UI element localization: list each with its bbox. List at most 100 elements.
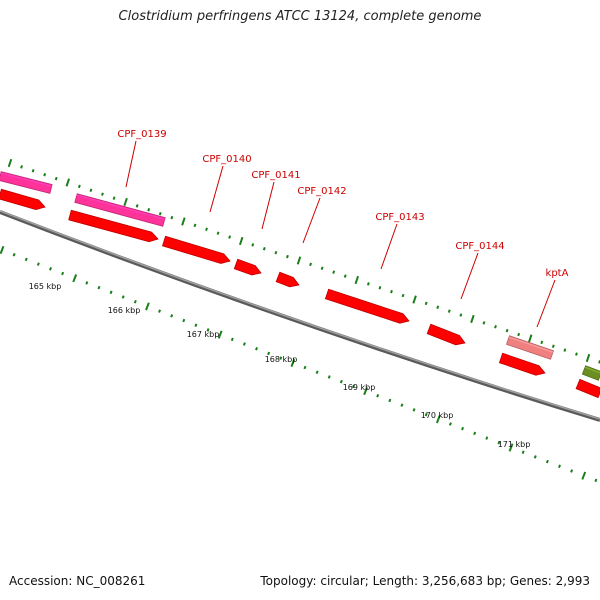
cds-arrow-highlight — [501, 354, 539, 368]
gene-label: CPF_0139 — [117, 129, 166, 140]
kbp-label: 166 kbp — [108, 306, 141, 315]
minor-tick — [147, 208, 151, 212]
minor-tick — [521, 450, 525, 454]
minor-tick — [540, 340, 544, 345]
cds-arrow-highlight — [0, 190, 39, 202]
gene-leader-line — [261, 181, 275, 230]
green-feature — [581, 365, 600, 381]
minor-tick — [482, 321, 486, 325]
gene-leader-line — [536, 279, 556, 328]
kbp-label: 165 kbp — [29, 282, 62, 291]
minor-tick — [352, 384, 355, 389]
major-tick — [470, 314, 475, 324]
minor-tick — [274, 250, 278, 255]
minor-tick — [205, 227, 208, 232]
minor-tick — [339, 379, 343, 384]
major-tick — [412, 295, 417, 304]
minor-tick — [366, 282, 370, 286]
cds-arrow — [324, 288, 410, 324]
minor-tick — [412, 408, 416, 412]
minor-tick — [89, 188, 93, 193]
minor-tick — [343, 274, 347, 278]
major-tick — [585, 353, 591, 363]
cds-arrow — [68, 209, 159, 243]
gene-label: CPF_0143 — [375, 212, 424, 223]
pink-feature — [0, 171, 53, 194]
minor-tick — [494, 325, 497, 329]
minor-tick — [459, 313, 463, 317]
minor-tick — [255, 346, 258, 351]
minor-tick — [112, 196, 116, 200]
minor-tick — [158, 211, 162, 216]
minor-tick — [228, 235, 232, 239]
minor-tick — [303, 365, 307, 370]
minor-tick — [279, 356, 283, 360]
minor-tick — [545, 459, 549, 464]
major-tick — [435, 415, 441, 424]
gene-label: CPF_0140 — [202, 154, 251, 165]
minor-tick — [267, 351, 271, 356]
minor-tick — [109, 290, 113, 295]
cds-arrow — [0, 188, 46, 211]
topology-summary: Topology: circular; Length: 3,256,683 bp… — [260, 574, 590, 588]
kbp-label: 167 kbp — [187, 330, 220, 339]
minor-tick — [36, 262, 40, 266]
minor-tick — [286, 254, 289, 259]
kbp-label: 170 kbp — [421, 411, 454, 420]
minor-tick — [170, 314, 174, 318]
cds-arrow-highlight — [579, 380, 600, 390]
minor-tick — [320, 266, 324, 271]
minor-tick — [558, 464, 561, 469]
pink-feature — [74, 193, 166, 227]
minor-tick — [31, 169, 35, 173]
minor-tick — [424, 412, 428, 417]
minor-tick — [390, 289, 393, 294]
minor-tick — [85, 281, 89, 285]
major-tick — [508, 443, 514, 452]
minor-tick — [327, 375, 331, 379]
minor-tick — [194, 323, 198, 327]
minor-tick — [170, 215, 174, 220]
kptA-feature-highlight — [508, 336, 554, 353]
minor-tick — [158, 309, 162, 313]
gene-label: CPF_0144 — [455, 241, 504, 252]
map-title: Clostridium perfringens ATCC 13124, comp… — [118, 9, 482, 24]
kptA-feature — [505, 335, 555, 360]
gene-leader-line — [209, 165, 224, 213]
kbp-label: 168 kbp — [265, 355, 298, 364]
minor-tick — [551, 344, 555, 348]
minor-tick — [206, 328, 210, 332]
cds-arrow — [275, 271, 300, 288]
minor-tick — [570, 469, 574, 473]
kbp-label-layer: 165 kbp 166 kbp 167 kbp 168 kbp 169 kbp 170 k… — [29, 282, 531, 449]
minor-tick — [182, 318, 186, 323]
minor-tick — [101, 192, 104, 196]
cds-arrow — [233, 258, 262, 276]
pink-feature-highlight — [76, 194, 165, 220]
minor-tick — [24, 257, 28, 262]
minor-tick — [400, 403, 404, 407]
major-tick — [181, 217, 186, 226]
major-tick — [72, 274, 78, 283]
minor-tick — [309, 262, 312, 267]
minor-tick — [401, 293, 405, 298]
minor-tick — [447, 309, 451, 313]
outer-tick-ring — [7, 158, 600, 364]
minor-tick — [332, 270, 336, 274]
minor-tick — [575, 352, 578, 356]
minor-tick — [216, 231, 220, 235]
major-tick — [296, 256, 302, 265]
minor-tick — [242, 342, 246, 346]
major-tick — [363, 386, 368, 396]
cds-arrow-highlight — [327, 290, 403, 316]
cds-arrow — [498, 352, 546, 376]
minor-tick — [485, 436, 489, 440]
minor-tick — [594, 478, 598, 483]
gene-leader-line — [380, 223, 398, 270]
major-tick — [145, 302, 150, 311]
minor-tick — [424, 301, 428, 306]
minor-tick — [230, 337, 234, 342]
kbp-label: 169 kbp — [343, 383, 376, 392]
minor-tick — [193, 223, 197, 228]
